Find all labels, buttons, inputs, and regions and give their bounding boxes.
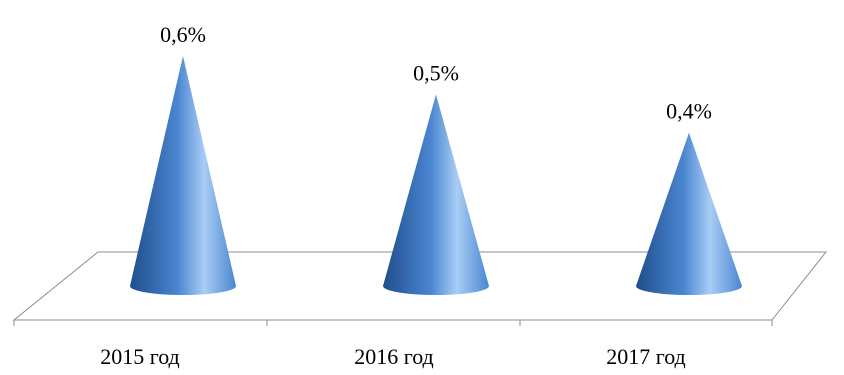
cones-layer — [130, 56, 742, 295]
cone-2017 — [636, 132, 742, 295]
category-label-2017: 2017 год — [606, 344, 686, 369]
cone-body — [636, 132, 742, 295]
data-label-2016: 0,5% — [413, 60, 459, 85]
data-label-2015: 0,6% — [160, 22, 206, 47]
cone-body — [130, 56, 236, 295]
cone-2015 — [130, 56, 236, 295]
category-label-2015: 2015 год — [100, 344, 180, 369]
category-label-2016: 2016 год — [354, 344, 434, 369]
data-label-2017: 0,4% — [666, 99, 712, 124]
cone-2016 — [383, 94, 489, 295]
cone-body — [383, 94, 489, 295]
